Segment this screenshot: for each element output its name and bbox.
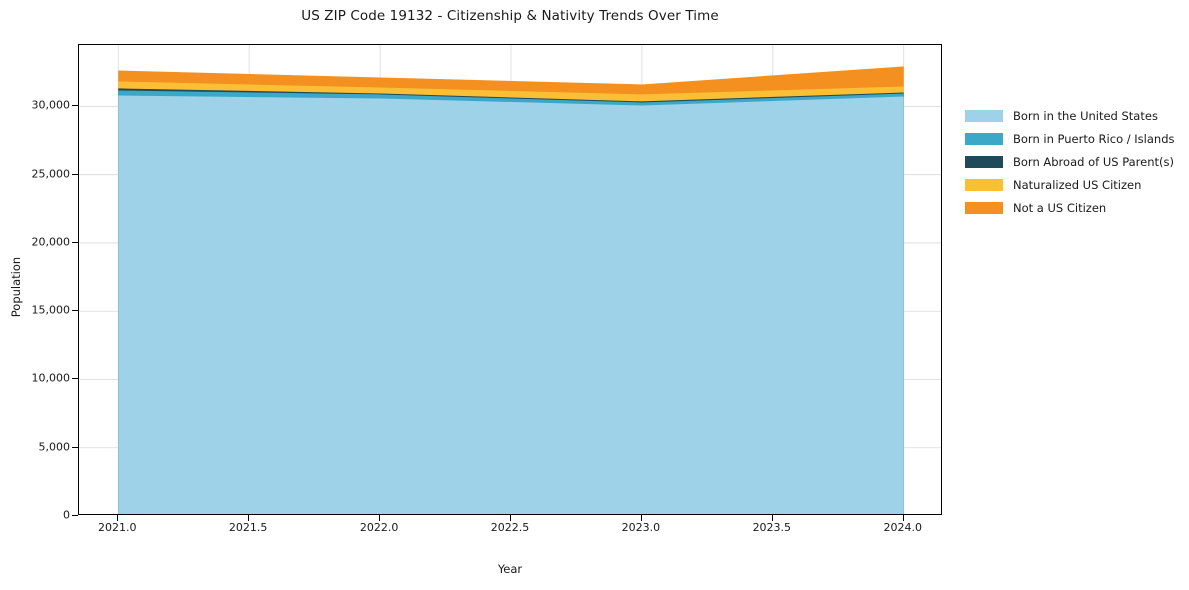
x-tick-label: 2021.5 — [228, 521, 268, 534]
y-tick-label: 30,000 — [31, 98, 71, 112]
y-tick-mark — [72, 310, 78, 312]
legend-item[interactable]: Naturalized US Citizen — [965, 173, 1185, 196]
y-tick-mark — [72, 378, 78, 380]
x-tick-mark — [902, 515, 904, 521]
plot-area — [78, 44, 942, 515]
legend-swatch — [965, 155, 1003, 168]
x-tick-label: 2021.0 — [98, 521, 137, 534]
x-tick-label: 2023.5 — [752, 521, 792, 534]
legend-label: Born in the United States — [1013, 108, 1158, 123]
legend-item[interactable]: Not a US Citizen — [965, 196, 1185, 219]
x-tick-label: 2022.0 — [359, 521, 399, 534]
stacked-area-plot — [79, 45, 941, 514]
x-tick-mark — [510, 515, 511, 521]
x-tick-mark — [771, 515, 773, 521]
y-tick-label: 0 — [63, 508, 70, 522]
chart-title: US ZIP Code 19132 - Citizenship & Nativi… — [301, 8, 719, 24]
legend-item[interactable]: Born in Puerto Rico / Islands — [965, 127, 1185, 150]
x-axis-label: Year — [497, 562, 523, 576]
x-tick-mark — [117, 515, 119, 521]
y-tick-label: 15,000 — [31, 303, 71, 317]
legend-item[interactable]: Born Abroad of US Parent(s) — [965, 150, 1185, 173]
x-tick-label: 2022.5 — [490, 521, 530, 534]
x-tick-mark — [379, 515, 381, 521]
x-tick-label: 2023.0 — [621, 521, 661, 534]
legend-swatch — [965, 178, 1003, 191]
y-tick-mark — [72, 241, 78, 243]
y-axis-ticks: 0 5,000 10,000 15,000 20,000 25,000 30,000 — [0, 0, 71, 590]
x-tick-mark — [640, 515, 642, 521]
legend-swatch — [965, 132, 1003, 145]
legend-label: Naturalized US Citizen — [1013, 177, 1142, 192]
legend-label: Born Abroad of US Parent(s) — [1013, 154, 1174, 169]
y-tick-mark — [72, 173, 78, 175]
chart-legend: Born in the United States Born in Puerto … — [965, 104, 1185, 219]
legend-swatch — [965, 109, 1003, 122]
y-tick-label: 20,000 — [31, 235, 71, 249]
x-tick-mark — [248, 515, 250, 521]
y-tick-mark — [72, 105, 78, 107]
legend-item[interactable]: Born in the United States — [965, 104, 1185, 127]
y-tick-label: 25,000 — [31, 167, 71, 181]
y-tick-mark — [72, 515, 78, 516]
y-tick-label: 5,000 — [38, 440, 71, 454]
area-band — [118, 95, 904, 514]
x-tick-label: 2024.0 — [883, 521, 922, 534]
legend-swatch — [965, 201, 1003, 214]
legend-label: Not a US Citizen — [1013, 200, 1107, 215]
y-tick-mark — [72, 446, 78, 448]
y-tick-label: 10,000 — [31, 371, 71, 385]
legend-label: Born in Puerto Rico / Islands — [1013, 131, 1175, 146]
